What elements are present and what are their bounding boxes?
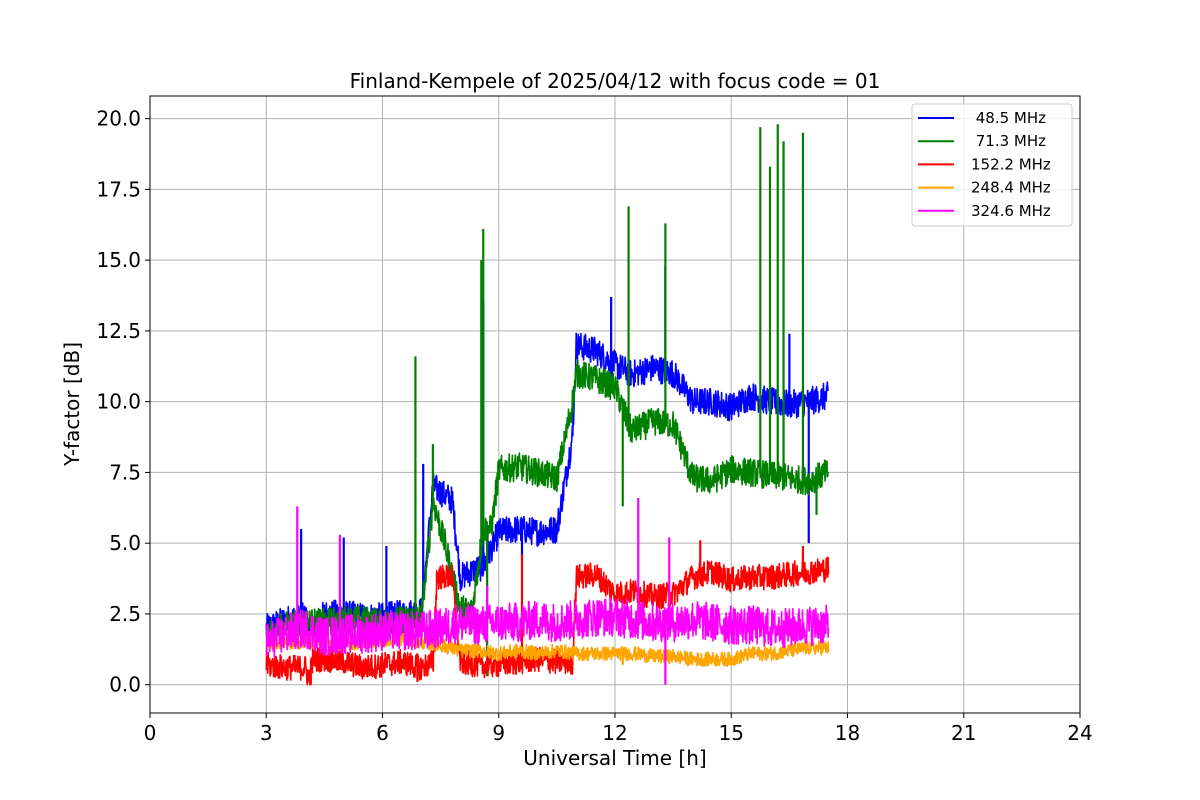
legend-label: 48.5 MHz — [971, 109, 1046, 127]
legend-label: 152.2 MHz — [971, 155, 1051, 173]
series-line — [265, 597, 830, 659]
y-tick-label: 7.5 — [109, 460, 141, 484]
chart-title: Finland-Kempele of 2025/04/12 with focus… — [350, 69, 881, 93]
x-tick-label: 9 — [492, 721, 505, 745]
y-tick-label: 5.0 — [109, 531, 141, 555]
x-tick-label: 6 — [376, 721, 389, 745]
legend: 48.5 MHz 71.3 MHz 152.2 MHz 248.4 MHz 324.6… — [911, 103, 1073, 227]
x-tick-label: 3 — [260, 721, 273, 745]
y-axis-label: Y-factor [dB] — [60, 342, 84, 467]
y-tick-label: 0.0 — [109, 673, 141, 697]
x-tick-label: 24 — [1067, 721, 1092, 745]
y-tick-label: 12.5 — [96, 319, 141, 343]
legend-frame — [911, 103, 1073, 227]
axis-ticks: 0 3 6 9 12 15 18 21 24 0.0 2.5 5.0 7.5 10.0 12.5 15.0 17… — [96, 107, 1092, 745]
series-line — [265, 556, 830, 686]
x-tick-label: 0 — [144, 721, 157, 745]
x-tick-label: 15 — [719, 721, 744, 745]
legend-label: 71.3 MHz — [971, 132, 1046, 150]
x-tick-label: 12 — [602, 721, 627, 745]
plot-area — [265, 124, 830, 686]
legend-label: 324.6 MHz — [971, 202, 1051, 220]
legend-items: 48.5 MHz 71.3 MHz 152.2 MHz 248.4 MHz 324.6… — [918, 109, 1051, 220]
y-tick-label: 17.5 — [96, 177, 141, 201]
y-tick-label: 20.0 — [96, 107, 141, 131]
legend-label: 248.4 MHz — [971, 179, 1051, 197]
x-axis-label: Universal Time [h] — [523, 746, 706, 770]
x-tick-label: 21 — [951, 721, 976, 745]
x-tick-label: 18 — [835, 721, 860, 745]
y-tick-label: 10.0 — [96, 390, 141, 414]
y-tick-label: 15.0 — [96, 248, 141, 272]
series-4 — [265, 497, 830, 685]
y-tick-label: 2.5 — [109, 602, 141, 626]
series-layer — [265, 124, 830, 686]
